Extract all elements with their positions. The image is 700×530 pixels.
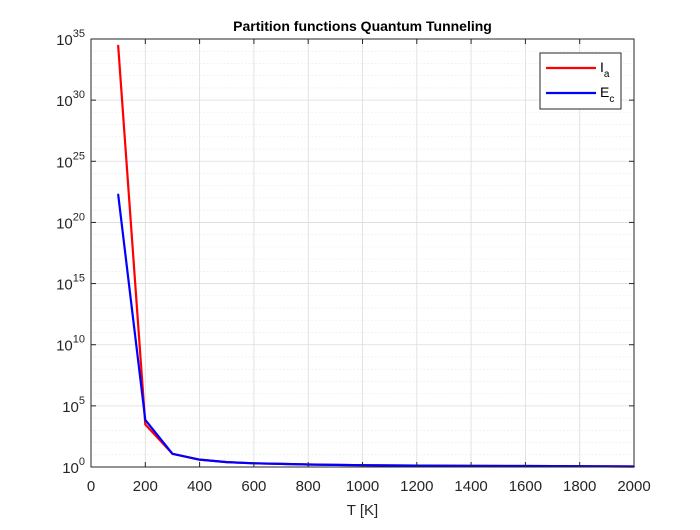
x-tick-label: 1200 bbox=[400, 478, 433, 495]
x-tick-label: 1400 bbox=[454, 478, 487, 495]
y-tick-base: 10 bbox=[56, 215, 73, 232]
legend-box bbox=[539, 52, 622, 110]
y-tick-base: 10 bbox=[56, 277, 73, 294]
y-tick-exponent: 20 bbox=[73, 211, 85, 223]
y-tick-exponent: 0 bbox=[79, 456, 85, 468]
data-point-Ia bbox=[144, 423, 147, 426]
y-tick-exponent: 35 bbox=[73, 28, 85, 40]
x-tick-label: 600 bbox=[241, 478, 266, 495]
x-tick-label: 400 bbox=[187, 478, 212, 495]
y-tick-exponent: 25 bbox=[73, 150, 85, 162]
x-tick-label: 1800 bbox=[563, 478, 596, 495]
y-tick-exponent: 15 bbox=[73, 273, 85, 285]
legend-label-Ec: Ec bbox=[600, 84, 614, 105]
grid bbox=[91, 39, 634, 467]
y-tick-label: 100 bbox=[62, 456, 85, 477]
legend-label-Ia: Ia bbox=[600, 59, 610, 80]
y-tick-label: 1025 bbox=[56, 150, 85, 171]
data-point-Ec bbox=[225, 461, 228, 463]
y-tick-base: 10 bbox=[56, 338, 73, 355]
y-tick-label: 1035 bbox=[56, 28, 85, 49]
legend-label-main: I bbox=[600, 59, 604, 75]
data-point-Ec bbox=[198, 458, 201, 461]
y-tick-base: 10 bbox=[56, 32, 73, 49]
y-tick-exponent: 5 bbox=[79, 395, 85, 407]
x-tick-label: 2000 bbox=[617, 478, 650, 495]
x-tick-labels: 0 200 400 600 800 1000 1200 1400 1600 1800 2000 bbox=[87, 478, 651, 495]
data-point-Ec bbox=[334, 464, 337, 466]
y-tick-base: 10 bbox=[62, 399, 79, 416]
x-tick-label: 1600 bbox=[509, 478, 542, 495]
y-tick-exponent: 30 bbox=[73, 89, 85, 101]
legend-label-main: E bbox=[600, 84, 609, 100]
y-tick-label: 1020 bbox=[56, 211, 85, 232]
x-axis-label: T [K] bbox=[347, 502, 378, 519]
data-point-Ec bbox=[144, 419, 147, 421]
data-point-Ec bbox=[280, 463, 282, 465]
y-tick-base: 10 bbox=[56, 154, 73, 171]
y-tick-exponent: 10 bbox=[73, 334, 85, 346]
y-tick-base: 10 bbox=[56, 93, 73, 110]
data-point-Ec bbox=[117, 193, 119, 196]
y-tick-label: 1015 bbox=[56, 273, 85, 294]
x-tick-label: 800 bbox=[296, 478, 321, 495]
x-tick-label: 1000 bbox=[346, 478, 379, 495]
data-point-Ec bbox=[171, 453, 174, 455]
ticks bbox=[90, 38, 635, 468]
legend-label-subscript: a bbox=[604, 69, 610, 80]
x-tick-label: 200 bbox=[133, 478, 158, 495]
legend-label-subscript: c bbox=[609, 94, 614, 105]
x-tick-label: 0 bbox=[87, 478, 95, 495]
chart-title: Partition functions Quantum Tunneling bbox=[233, 18, 492, 34]
y-tick-label: 1030 bbox=[56, 89, 85, 110]
y-tick-label: 1010 bbox=[56, 334, 85, 355]
y-tick-base: 10 bbox=[62, 460, 79, 477]
data-point-Ia bbox=[117, 44, 119, 47]
y-tick-label: 105 bbox=[62, 395, 85, 416]
